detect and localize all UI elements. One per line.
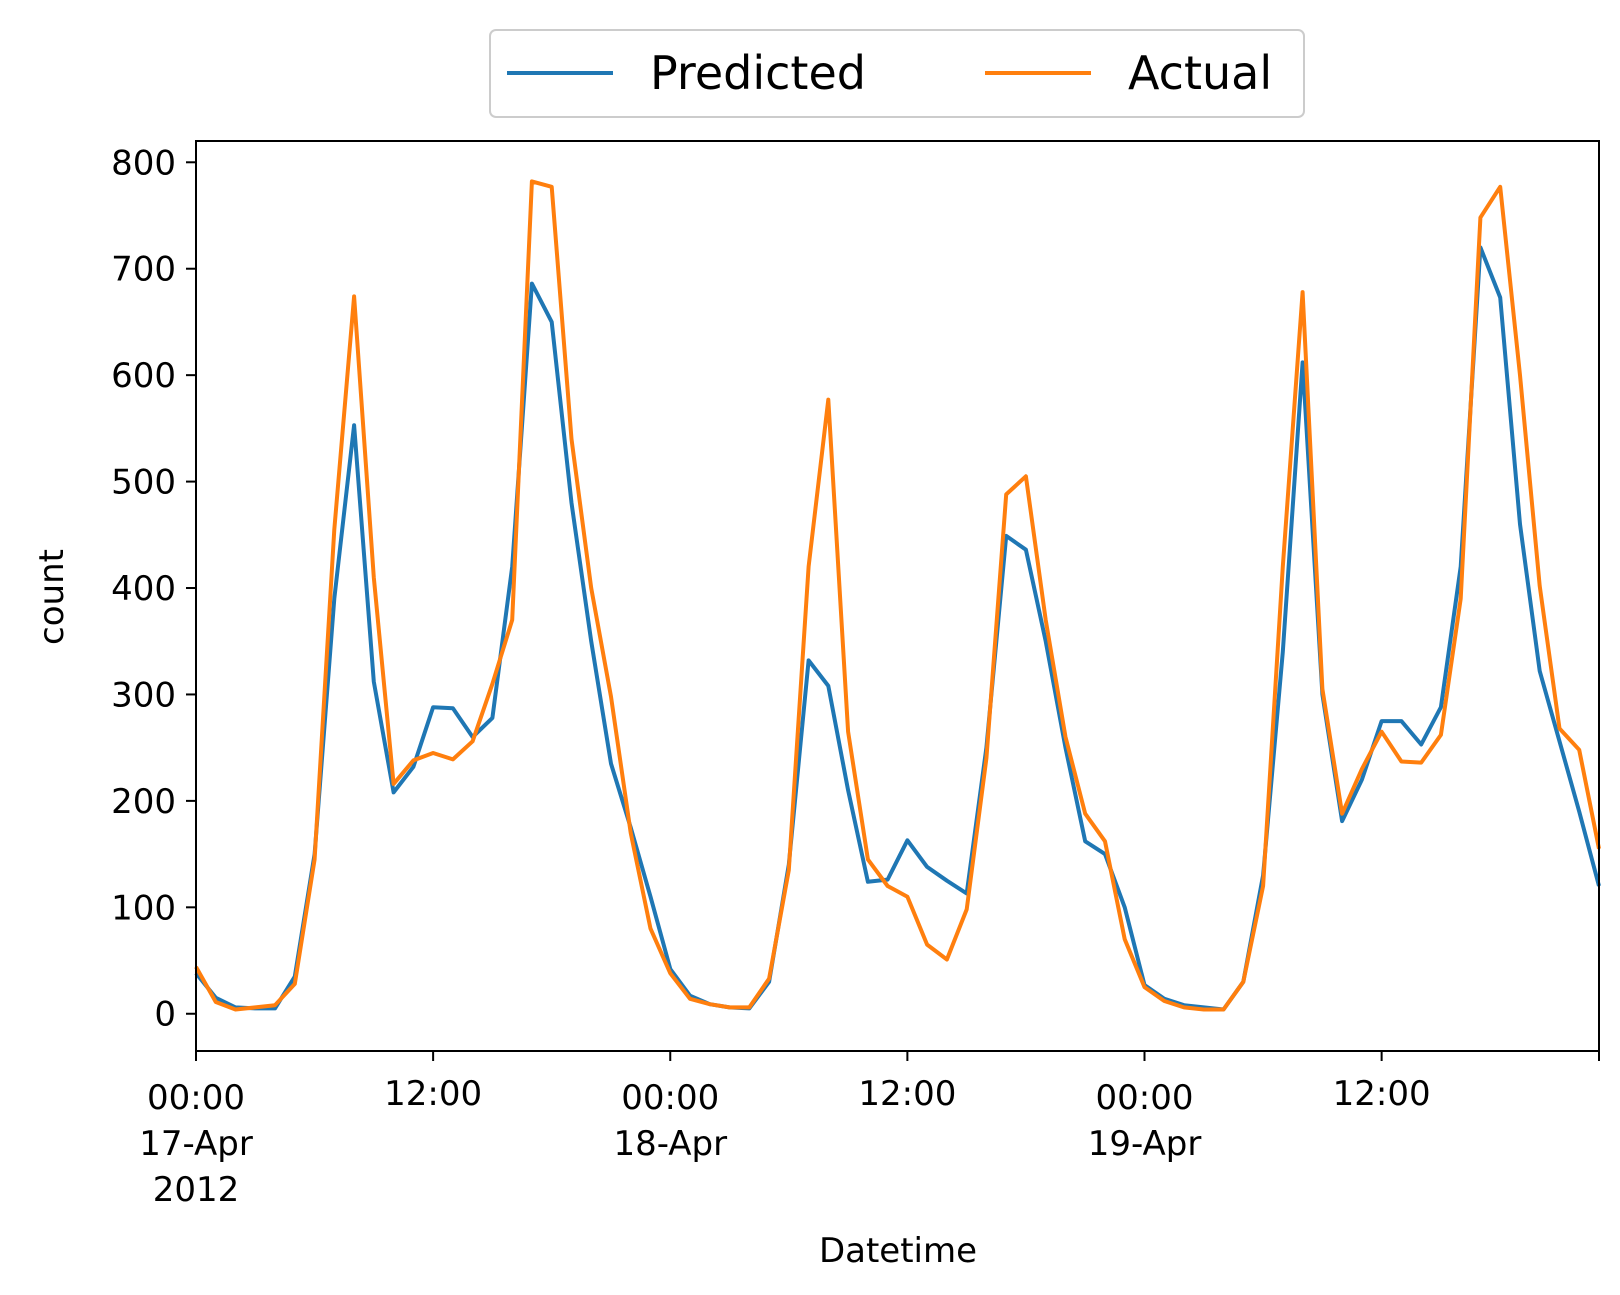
x-tick-label: 00:00 18-Apr xyxy=(613,1078,727,1164)
plot-frame xyxy=(195,140,1600,1052)
series-layer xyxy=(194,179,1601,1012)
legend-label-actual: Actual xyxy=(1128,46,1272,100)
y-axis: 0 100 200 300 400 500 600 700 800 xyxy=(111,143,196,1035)
y-tick-label: 500 xyxy=(111,463,176,503)
y-axis-title: count xyxy=(32,549,72,645)
x-axis-title: Datetime xyxy=(819,1231,977,1271)
series-line-actual xyxy=(194,179,1601,1012)
y-tick-label: 300 xyxy=(111,675,176,715)
x-axis: 00:00 17-Apr 2012 12:00 00:00 18-Apr 12:00 00:0… xyxy=(139,1051,1600,1210)
legend-label-predicted: Predicted xyxy=(650,46,866,100)
x-tick-label: 00:00 17-Apr 2012 xyxy=(139,1078,253,1210)
series-line-predicted xyxy=(194,245,1601,1012)
legend-box xyxy=(489,29,1305,118)
x-tick-label: 12:00 xyxy=(1333,1074,1431,1114)
x-tick-label: 00:00 19-Apr xyxy=(1088,1078,1202,1164)
y-tick-label: 800 xyxy=(111,143,176,183)
y-tick-label: 200 xyxy=(111,782,176,822)
y-tick-label: 400 xyxy=(111,569,176,609)
y-tick-label: 700 xyxy=(111,250,176,290)
x-tick-label: 12:00 xyxy=(384,1074,482,1114)
y-tick-label: 100 xyxy=(111,888,176,928)
y-tick-label: 0 xyxy=(154,995,176,1035)
plot-area xyxy=(194,140,1601,1052)
x-tick-label: 12:00 xyxy=(858,1074,956,1114)
y-tick-label: 600 xyxy=(111,356,176,396)
legend: Predicted Actual xyxy=(489,29,1305,118)
